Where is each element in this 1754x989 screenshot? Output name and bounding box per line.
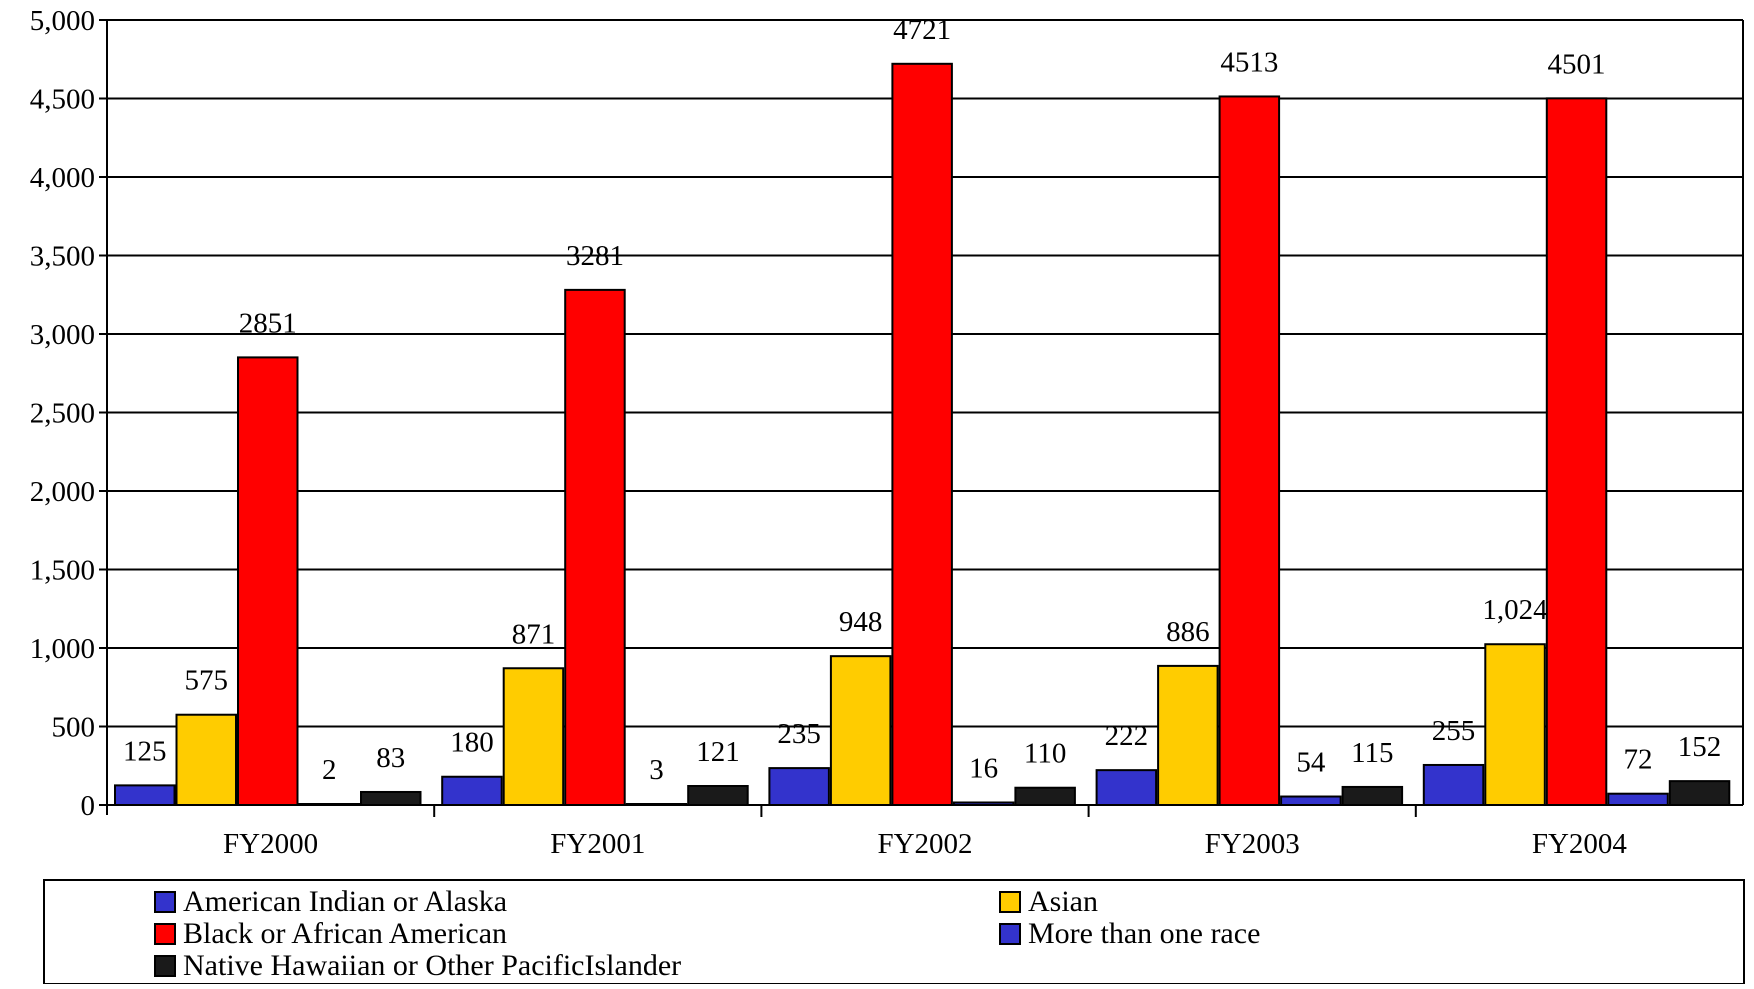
data-label: 72: [1624, 744, 1653, 776]
data-label: 222: [1105, 720, 1149, 752]
y-tick-label: 1,500: [30, 555, 95, 587]
data-label: 235: [777, 718, 821, 750]
legend-label: More than one race: [1028, 917, 1260, 950]
legend-swatch: [154, 923, 176, 945]
data-label: 115: [1351, 737, 1393, 769]
bar: [298, 803, 360, 806]
y-tick-label: 500: [52, 712, 96, 744]
legend-swatch: [154, 955, 176, 977]
y-tick-label: 2,000: [30, 476, 95, 508]
y-tick-label: 0: [81, 790, 96, 822]
legend-swatch: [999, 923, 1021, 945]
bar: [1607, 792, 1669, 806]
bar: [441, 775, 503, 806]
data-label: 121: [696, 736, 740, 768]
legend-label: Black or African American: [183, 917, 507, 950]
category-label: FY2001: [550, 828, 645, 860]
bar: [1014, 786, 1076, 806]
bar: [1157, 664, 1219, 807]
data-label: 871: [512, 618, 556, 650]
bar: [564, 288, 626, 806]
y-tick-label: 4,500: [30, 84, 95, 116]
data-label: 886: [1166, 616, 1210, 648]
bar: [1095, 769, 1158, 806]
y-tick-label: 1,000: [30, 633, 95, 665]
bar: [502, 667, 565, 806]
category-label: FY2003: [1205, 828, 1300, 860]
legend-label: American Indian or Alaska: [183, 885, 507, 918]
bar: [1668, 780, 1731, 806]
data-label: 3281: [566, 240, 624, 272]
bar: [625, 803, 688, 806]
category-label: FY2004: [1532, 828, 1628, 860]
data-label: 3: [649, 754, 664, 786]
data-label: 2: [322, 754, 337, 786]
bar: [1545, 97, 1608, 806]
data-label: 4721: [893, 14, 951, 46]
data-label: 1,024: [1482, 594, 1548, 626]
y-tick-label: 2,500: [30, 398, 95, 430]
bar: [687, 785, 749, 806]
bar: [175, 713, 237, 806]
y-tick-label: 3,500: [30, 241, 95, 273]
data-label: 4501: [1548, 48, 1606, 80]
category-label: FY2000: [223, 828, 318, 860]
bar: [1422, 763, 1485, 807]
legend-label: Native Hawaiian or Other PacificIslander: [183, 949, 681, 982]
bar: [1218, 95, 1281, 807]
data-label: 2851: [239, 307, 297, 339]
bar: [114, 784, 176, 806]
bar: [829, 655, 892, 806]
data-label: 83: [376, 742, 405, 774]
data-label: 4513: [1220, 46, 1278, 78]
bar: [360, 790, 422, 806]
legend-swatch: [999, 891, 1021, 913]
bar: [237, 356, 299, 806]
data-label: 575: [185, 665, 229, 697]
y-tick-label: 5,000: [30, 5, 95, 37]
bar: [952, 801, 1015, 806]
data-label: 180: [450, 727, 494, 759]
bar: [1280, 795, 1342, 806]
bar: [891, 62, 953, 807]
legend-label: Asian: [1028, 885, 1098, 918]
data-label: 948: [839, 606, 883, 638]
data-label: 125: [123, 735, 167, 767]
category-label: FY2002: [877, 828, 972, 860]
data-label: 152: [1678, 731, 1722, 763]
y-tick-label: 3,000: [30, 319, 95, 351]
bar: [768, 767, 830, 806]
y-tick-label: 4,000: [30, 162, 95, 194]
data-label: 255: [1432, 715, 1476, 747]
data-label: 54: [1296, 747, 1326, 779]
bar: [1484, 643, 1546, 806]
legend-swatch: [154, 891, 176, 913]
data-label: 16: [969, 752, 998, 784]
bar: [1341, 785, 1404, 807]
legend-box: [43, 879, 1745, 985]
data-label: 110: [1024, 738, 1066, 770]
